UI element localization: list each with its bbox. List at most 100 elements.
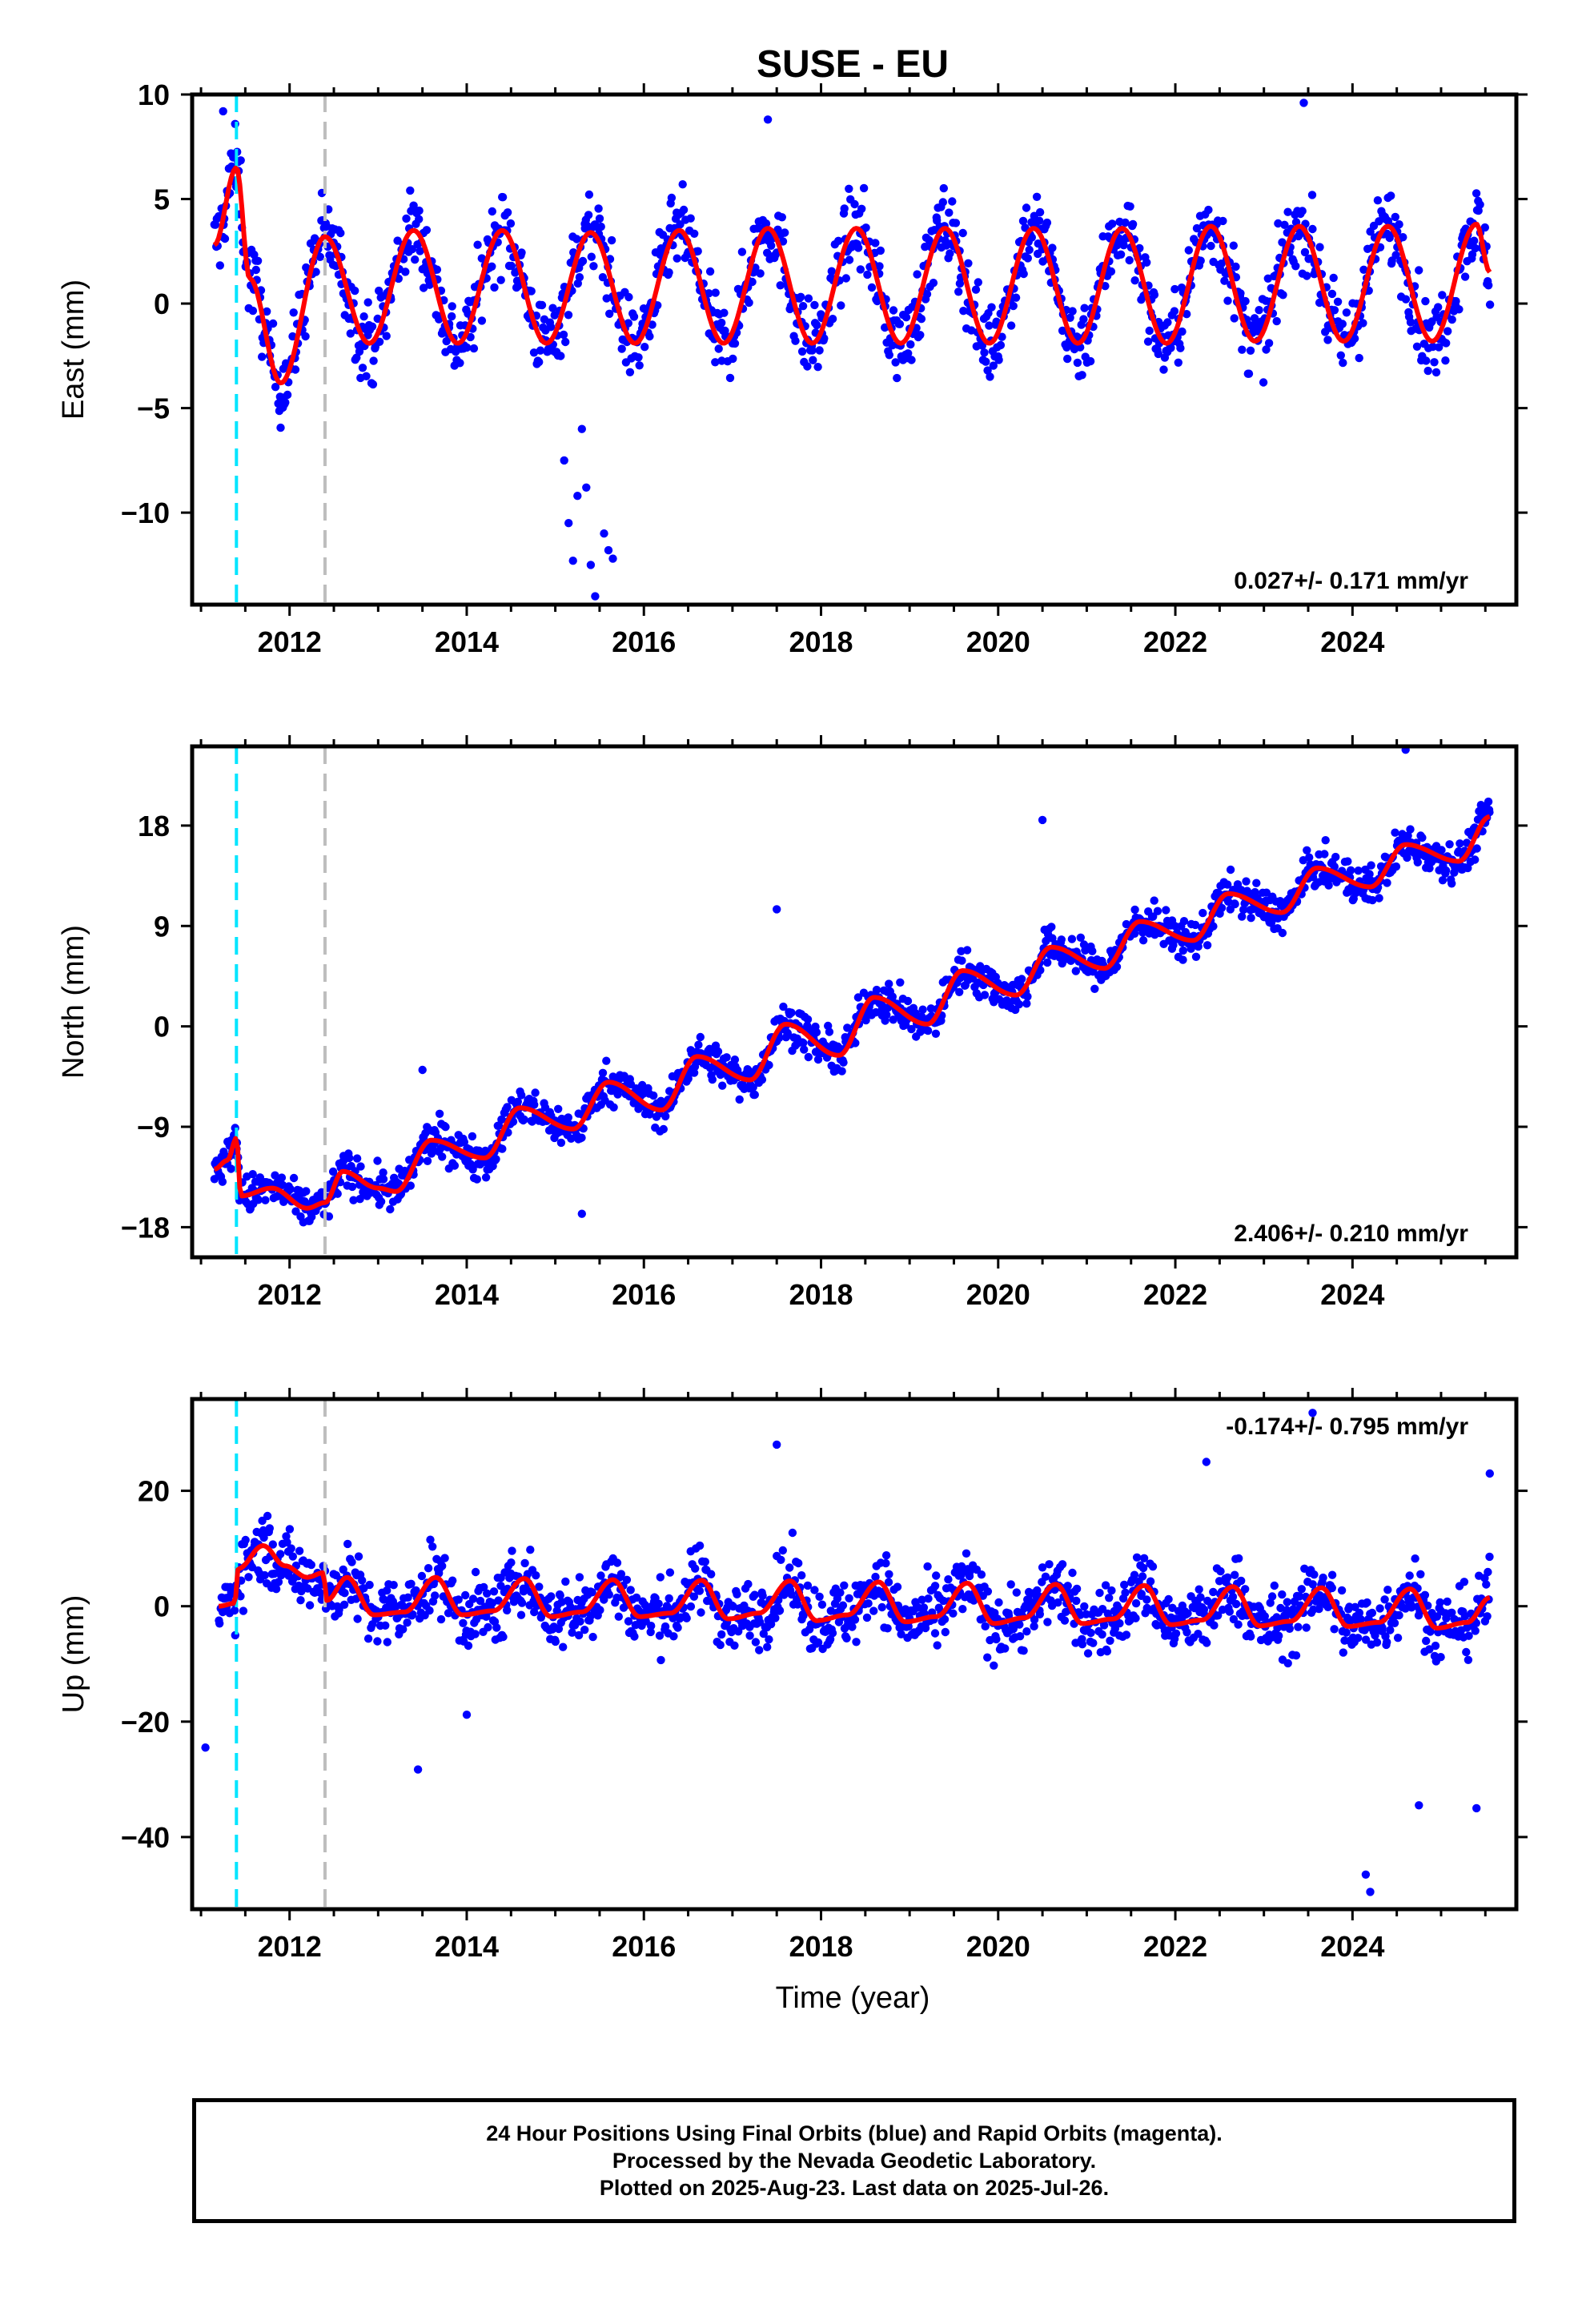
data-point <box>373 314 382 324</box>
data-point <box>922 290 932 299</box>
data-point <box>1131 1598 1141 1608</box>
data-point <box>1022 203 1031 212</box>
data-point <box>1247 1632 1255 1641</box>
data-point <box>1126 202 1134 211</box>
data-point <box>1462 838 1472 847</box>
data-point <box>959 307 968 316</box>
data-point <box>349 1196 358 1204</box>
data-point <box>498 1144 507 1153</box>
outlier-point <box>577 1209 586 1218</box>
data-point <box>1485 808 1494 817</box>
plot-frame <box>190 1397 1519 1912</box>
data-point <box>301 332 310 341</box>
data-point <box>1121 1588 1130 1598</box>
data-point <box>389 1581 398 1590</box>
data-point <box>369 356 378 365</box>
data-point <box>931 1029 941 1039</box>
data-point <box>875 262 884 271</box>
outlier-point <box>604 545 613 555</box>
data-point <box>840 204 849 213</box>
data-point <box>438 1152 447 1161</box>
data-point <box>1470 236 1479 245</box>
data-point <box>815 346 824 355</box>
data-point <box>803 1015 813 1024</box>
data-point <box>1170 307 1179 316</box>
data-point <box>1244 369 1254 378</box>
data-point <box>1339 1648 1348 1657</box>
data-point <box>324 1212 334 1221</box>
data-point <box>1174 358 1183 367</box>
data-point <box>353 1614 362 1623</box>
data-point <box>1274 219 1283 228</box>
data-point <box>1416 1570 1425 1579</box>
data-point <box>1246 346 1255 355</box>
data-point <box>492 1155 500 1164</box>
data-point <box>1351 1602 1359 1612</box>
data-point <box>261 1196 270 1204</box>
data-point <box>1350 334 1359 343</box>
data-point <box>1194 1630 1203 1638</box>
data-point <box>1139 1554 1149 1563</box>
data-point <box>730 1641 739 1650</box>
data-point <box>383 1586 391 1595</box>
data-point <box>1303 846 1311 855</box>
data-point <box>840 1581 849 1590</box>
data-point <box>803 1581 813 1590</box>
data-point <box>693 247 702 255</box>
data-point <box>379 1168 387 1177</box>
data-point <box>977 1570 986 1579</box>
data-point <box>828 315 837 324</box>
data-point <box>1406 318 1415 327</box>
data-point <box>398 1601 407 1610</box>
data-point <box>1068 1568 1077 1578</box>
data-point <box>1484 1567 1492 1577</box>
data-point <box>1012 1588 1022 1597</box>
data-point <box>277 1173 287 1182</box>
data-point <box>998 332 1006 341</box>
data-point <box>761 219 771 228</box>
data-point <box>1137 1590 1146 1598</box>
data-point <box>864 1599 873 1608</box>
data-point <box>307 1212 316 1221</box>
data-point <box>578 256 588 266</box>
data-point <box>1045 1560 1054 1569</box>
data-point <box>838 1601 848 1610</box>
data-points <box>210 99 1495 601</box>
data-point <box>646 1627 655 1637</box>
data-point <box>373 1156 382 1165</box>
data-point <box>340 1589 349 1598</box>
data-point <box>1283 207 1292 216</box>
data-point <box>962 1549 971 1558</box>
data-point <box>938 198 948 207</box>
data-point <box>1422 356 1431 365</box>
data-point <box>1443 327 1452 336</box>
x-tick-label: 2024 <box>1320 625 1384 658</box>
data-point <box>1430 358 1439 367</box>
data-point <box>1101 1581 1110 1590</box>
data-point <box>744 1579 753 1589</box>
data-point <box>1043 1618 1052 1626</box>
data-point <box>1307 191 1317 199</box>
data-point <box>1435 1598 1444 1607</box>
data-point <box>227 1164 235 1173</box>
data-point <box>918 1005 927 1014</box>
data-point <box>631 1621 640 1630</box>
y-tick-label: 20 <box>138 1475 170 1508</box>
data-point <box>1080 304 1089 312</box>
data-point <box>1163 318 1172 327</box>
data-point <box>924 1594 933 1603</box>
data-point <box>745 298 753 308</box>
data-point <box>1063 354 1072 364</box>
data-point <box>809 356 817 364</box>
data-point <box>379 1175 388 1184</box>
data-point <box>1252 879 1261 887</box>
data-point <box>1242 877 1251 886</box>
data-point <box>885 1570 893 1579</box>
data-point <box>460 1137 468 1147</box>
data-point <box>689 1068 699 1077</box>
data-point <box>561 1577 570 1586</box>
data-point <box>690 229 699 238</box>
data-point <box>600 1595 608 1604</box>
data-point <box>1195 1585 1203 1594</box>
data-point <box>602 1056 611 1065</box>
